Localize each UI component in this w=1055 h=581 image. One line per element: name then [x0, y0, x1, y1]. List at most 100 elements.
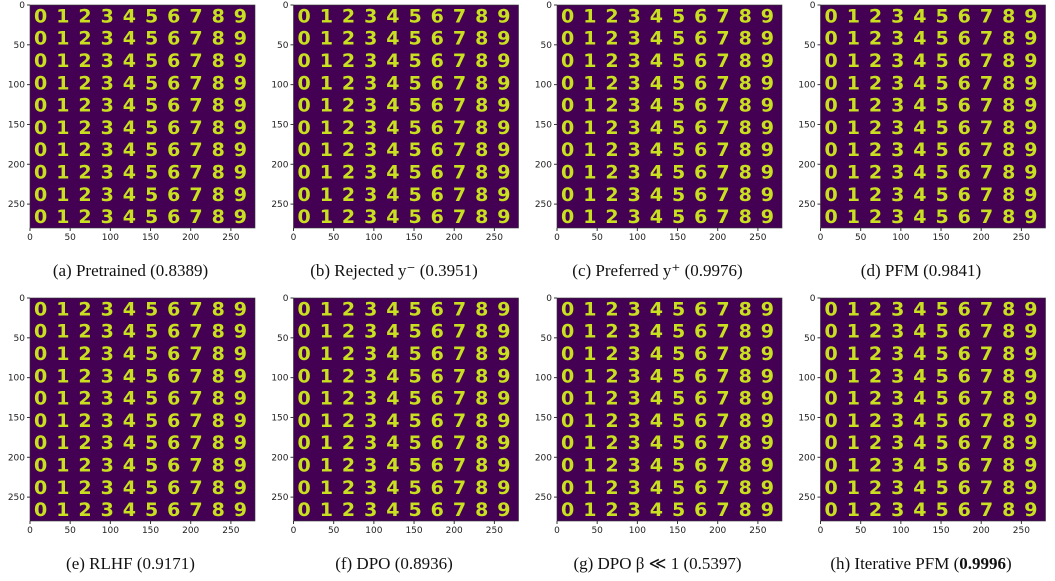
image-frame	[556, 297, 783, 522]
x-tick-label: 50	[591, 233, 603, 243]
y-tick-label: 200	[271, 160, 288, 170]
caption: (h) Iterative PFM (0.9996)	[830, 554, 1011, 573]
y-tick-label: 200	[798, 160, 815, 170]
panel: 0123456789012345678901234567890123456789…	[535, 1, 783, 280]
caption-part: (b) Rejected y⁻ (0.3951)	[310, 261, 478, 280]
caption: (a) Pretrained (0.8389)	[53, 261, 208, 280]
x-tick-label: 200	[709, 526, 726, 536]
x-tick-label: 0	[27, 233, 33, 243]
x-tick-label: 250	[1013, 526, 1030, 536]
y-tick-label: 250	[798, 493, 815, 503]
x-tick-label: 100	[629, 526, 646, 536]
x-tick-label: 0	[554, 233, 560, 243]
x-tick-label: 150	[142, 526, 159, 536]
y-tick-label: 100	[271, 374, 288, 384]
x-tick-label: 100	[365, 233, 382, 243]
y-tick-label: 200	[798, 453, 815, 463]
x-tick-label: 150	[669, 526, 686, 536]
panel: 0123456789012345678901234567890123456789…	[535, 294, 783, 573]
y-tick-label: 0	[19, 294, 25, 304]
x-tick-label: 0	[818, 526, 824, 536]
panel: 0123456789012345678901234567890123456789…	[271, 294, 519, 573]
y-tick-label: 250	[798, 200, 815, 210]
image	[293, 5, 519, 228]
panel: 0123456789012345678901234567890123456789…	[271, 1, 519, 280]
image	[293, 298, 519, 521]
x-tick-label: 250	[222, 526, 239, 536]
panel: 0123456789012345678901234567890123456789…	[798, 1, 1046, 280]
y-tick-label: 50	[804, 334, 816, 344]
y-tick-label: 150	[8, 120, 25, 130]
image-frame	[820, 297, 1046, 522]
y-tick-label: 100	[8, 81, 25, 91]
panel: 0123456789012345678901234567890123456789…	[8, 294, 256, 573]
x-tick-label: 50	[64, 526, 76, 536]
caption-part: (g) DPO β ≪ 1 (0.5397)	[573, 554, 741, 573]
image-frame	[556, 4, 783, 229]
x-tick-label: 150	[405, 233, 422, 243]
x-tick-label: 200	[182, 526, 199, 536]
x-tick-label: 250	[749, 526, 766, 536]
y-tick-label: 250	[535, 493, 552, 503]
x-tick-label: 100	[365, 526, 382, 536]
y-tick-label: 50	[541, 41, 553, 51]
panel: 0123456789012345678901234567890123456789…	[798, 294, 1046, 573]
caption-part: (d) PFM (0.9841)	[861, 261, 981, 280]
caption-part: (f) DPO (0.8936)	[335, 554, 453, 573]
y-tick-label: 200	[271, 453, 288, 463]
x-tick-label: 100	[892, 233, 909, 243]
y-tick-label: 100	[8, 374, 25, 384]
x-tick-label: 150	[142, 233, 159, 243]
y-tick-label: 0	[283, 1, 289, 11]
y-tick-label: 0	[810, 294, 816, 304]
x-tick-label: 50	[591, 526, 603, 536]
y-tick-label: 0	[283, 294, 289, 304]
image	[820, 298, 1046, 521]
x-tick-label: 0	[291, 526, 297, 536]
y-tick-label: 200	[535, 160, 552, 170]
y-tick-label: 250	[8, 200, 25, 210]
y-tick-label: 50	[277, 334, 289, 344]
y-tick-label: 50	[804, 41, 816, 51]
x-tick-label: 50	[855, 233, 867, 243]
x-tick-label: 200	[709, 233, 726, 243]
x-tick-label: 50	[328, 526, 340, 536]
caption: (c) Preferred y⁺ (0.9976)	[572, 261, 742, 280]
x-tick-label: 250	[222, 233, 239, 243]
y-tick-label: 0	[546, 1, 552, 11]
caption: (d) PFM (0.9841)	[861, 261, 981, 280]
caption: (g) DPO β ≪ 1 (0.5397)	[573, 554, 741, 573]
y-tick-label: 0	[546, 294, 552, 304]
x-tick-label: 150	[669, 233, 686, 243]
y-tick-label: 150	[798, 120, 815, 130]
x-tick-label: 50	[328, 233, 340, 243]
x-tick-label: 200	[973, 526, 990, 536]
x-tick-label: 150	[405, 526, 422, 536]
caption: (b) Rejected y⁻ (0.3951)	[310, 261, 478, 280]
y-tick-label: 150	[8, 413, 25, 423]
caption-part: )	[1006, 554, 1012, 573]
y-tick-label: 200	[8, 453, 25, 463]
x-tick-label: 150	[932, 233, 949, 243]
caption: (f) DPO (0.8936)	[335, 554, 453, 573]
y-tick-label: 200	[8, 160, 25, 170]
x-tick-label: 50	[855, 526, 867, 536]
y-tick-label: 0	[19, 1, 25, 11]
caption-part: (e) RLHF (0.9171)	[66, 554, 195, 573]
y-tick-label: 100	[535, 374, 552, 384]
x-tick-label: 0	[554, 526, 560, 536]
y-tick-label: 100	[271, 81, 288, 91]
image-frame	[293, 4, 519, 229]
y-tick-label: 150	[798, 413, 815, 423]
x-tick-label: 250	[486, 233, 503, 243]
x-tick-label: 250	[749, 233, 766, 243]
image	[557, 298, 782, 521]
x-tick-label: 0	[818, 233, 824, 243]
caption-part: (h) Iterative PFM (	[830, 554, 959, 573]
x-tick-label: 250	[486, 526, 503, 536]
caption-part: (a) Pretrained (0.8389)	[53, 261, 208, 280]
x-tick-label: 200	[446, 526, 463, 536]
y-tick-label: 50	[14, 334, 26, 344]
y-tick-label: 100	[798, 374, 815, 384]
